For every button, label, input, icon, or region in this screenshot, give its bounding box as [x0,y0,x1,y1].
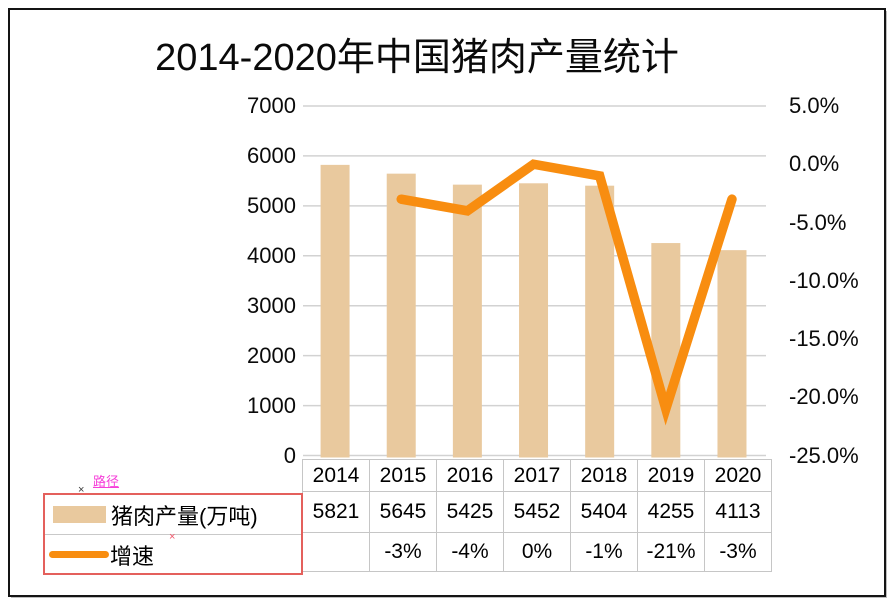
bar-2018 [585,185,615,458]
left-axis-tick: 4000 [247,242,296,268]
legend-label-growth: 增速 [110,543,155,569]
production-value-row: 5821 5645 5425 5452 5404 4255 4113 [302,491,772,533]
line-series-swatch-icon [49,551,109,558]
right-axis-tick: -10.0% [789,267,859,293]
left-axis-tick: 2000 [247,342,296,368]
growth-value-cell [302,532,370,572]
right-axis-tick: -20.0% [789,384,859,410]
right-axis-tick: -15.0% [789,326,859,351]
growth-value-cell: -1% [570,532,638,572]
production-value-cell: 4255 [637,491,705,533]
legend-item-production: 猪肉产量(万吨) [45,495,301,535]
production-value-cell: 5452 [503,491,571,533]
year-header-cell: 2018 [570,459,638,492]
year-header-cell: 2017 [503,459,571,492]
year-header-cell: 2014 [302,459,370,492]
right-axis-tick: 5.0% [789,93,840,118]
year-header-cell: 2016 [436,459,504,492]
x-marker-icon: × [169,531,176,543]
growth-value-cell: -21% [637,532,705,572]
growth-line [396,159,737,426]
left-axis-tick: 1000 [247,392,296,418]
production-value-cell: 5404 [570,491,638,533]
x-marker-icon: × [78,484,85,496]
year-header-cell: 2019 [637,459,705,492]
bar-series-swatch-icon [53,506,106,523]
growth-value-cell: -3% [704,532,772,572]
year-header-cell: 2015 [369,459,437,492]
right-axis-tick: -25.0% [789,442,859,468]
growth-value-cell: -3% [369,532,437,572]
legend: 猪肉产量(万吨) 增速 [43,493,303,575]
left-axis-tick: 3000 [247,292,296,318]
growth-value-row: -3% -4% 0% -1% -21% -3% [302,532,772,572]
right-axis-tick: 0.0% [789,151,840,177]
chart-title: 2014-2020年中国猪肉产量统计 [155,37,679,79]
growth-value-cell: 0% [503,532,571,572]
path-annotation-label: 路径 [93,474,120,489]
production-value-cell: 5425 [436,491,504,533]
production-value-cell: 4113 [704,491,772,533]
legend-label-production: 猪肉产量(万吨) [111,503,258,529]
right-axis-tick: -5.0% [789,209,847,235]
production-value-cell: 5821 [302,491,370,533]
production-value-cell: 5645 [369,491,437,533]
growth-value-cell: -4% [436,532,504,572]
bar-2014 [320,164,350,458]
left-axis-tick: 5000 [247,192,296,218]
year-header-cell: 2020 [704,459,772,492]
left-axis-tick: 0 [283,442,296,468]
bar-2017 [519,183,549,458]
bar-2020 [717,250,747,458]
bar-2016 [452,184,482,458]
legend-item-growth: 增速 [45,535,301,574]
left-axis-tick: 7000 [247,93,296,118]
bar-2019 [651,243,681,458]
bar-2015 [386,173,416,458]
data-table: 2014 2015 2016 2017 2018 2019 2020 5821 5645 5425… [302,459,772,572]
year-header-row: 2014 2015 2016 2017 2018 2019 2020 [302,459,772,492]
left-axis-tick: 6000 [247,142,296,168]
